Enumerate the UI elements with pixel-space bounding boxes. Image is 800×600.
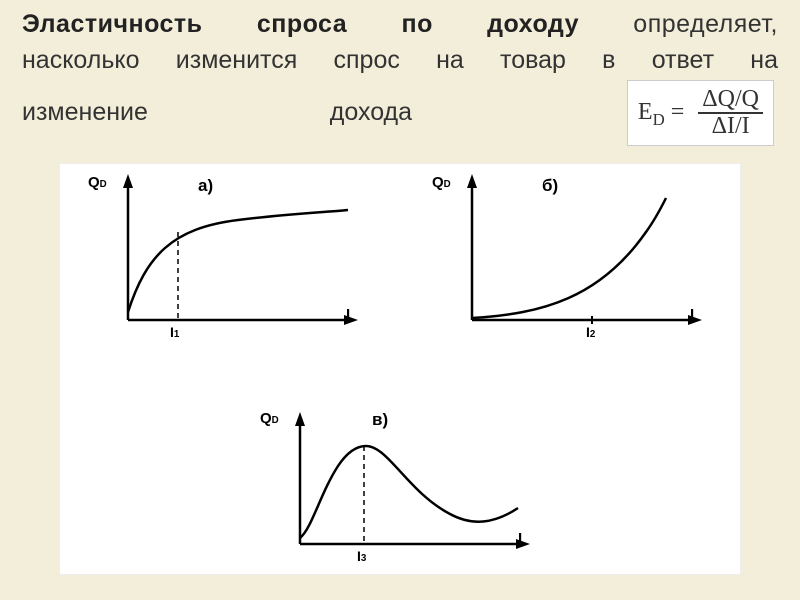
chart-a-ylabel: QD [88, 174, 107, 191]
chart-b-xlabel: I [690, 306, 694, 323]
chart-c-xlabel: I [518, 530, 522, 547]
chart-a-tick-sub: 1 [174, 329, 179, 340]
heading-line3-text: изменение дохода --- [22, 96, 627, 130]
formula-fraction: ΔQ/Q ΔI/I [698, 87, 763, 139]
chart-a: QD а) I I1 [88, 170, 368, 345]
chart-a-letter: а) [198, 176, 213, 196]
chart-b-ylabel: QD [432, 174, 451, 191]
chart-c-curve [300, 446, 518, 538]
heading-line-3: изменение дохода --- ED = ΔQ/Q ΔI/I [22, 80, 778, 146]
chart-c-letter: в) [372, 410, 388, 430]
heading-word-1: изменение [22, 96, 148, 130]
chart-b-tick: I2 [586, 324, 595, 340]
formula-base: E [638, 99, 653, 125]
chart-b-curve [472, 198, 666, 318]
heading-line-2: насколько изменится спрос на товар в отв… [22, 44, 778, 78]
chart-c-ylabel: QD [260, 410, 279, 427]
formula-numerator: ΔQ/Q [698, 87, 763, 114]
chart-a-y-sub: D [100, 179, 107, 190]
chart-c-y-base: Q [260, 410, 272, 427]
chart-b: QD б) I I2 [432, 170, 712, 345]
formula-box: ED = ΔQ/Q ΔI/I [627, 80, 774, 146]
heading-word-2: дохода [330, 96, 412, 130]
chart-c-tick: I3 [357, 548, 366, 564]
chart-b-svg [432, 170, 712, 345]
chart-a-curve [128, 210, 348, 312]
formula-E: ED [638, 96, 665, 128]
charts-panel: QD а) I I1 QD б) I I2 [60, 164, 740, 574]
formula-denominator: ΔI/I [708, 114, 754, 139]
chart-c-tick-sub: 3 [361, 553, 366, 564]
heading-block: Эластичность спроса по доходу определяет… [0, 0, 800, 146]
chart-b-letter: б) [542, 176, 558, 196]
chart-c: QD в) I I3 [260, 410, 540, 570]
chart-c-y-sub: D [272, 415, 279, 426]
chart-a-y-base: Q [88, 174, 100, 191]
heading-bold: Эластичность спроса по доходу [22, 10, 579, 38]
formula-equals: = [671, 96, 685, 128]
chart-b-tick-sub: 2 [590, 329, 595, 340]
chart-a-svg [88, 170, 368, 345]
chart-a-xlabel: I [346, 306, 350, 323]
formula-sub: D [653, 110, 665, 129]
chart-b-y-sub: D [444, 179, 451, 190]
heading-line-1: Эластичность спроса по доходу определяет… [22, 8, 778, 42]
chart-a-tick: I1 [170, 324, 179, 340]
chart-b-y-base: Q [432, 174, 444, 191]
heading-line1-rest: определяет, [579, 10, 778, 38]
chart-c-svg [260, 410, 540, 570]
